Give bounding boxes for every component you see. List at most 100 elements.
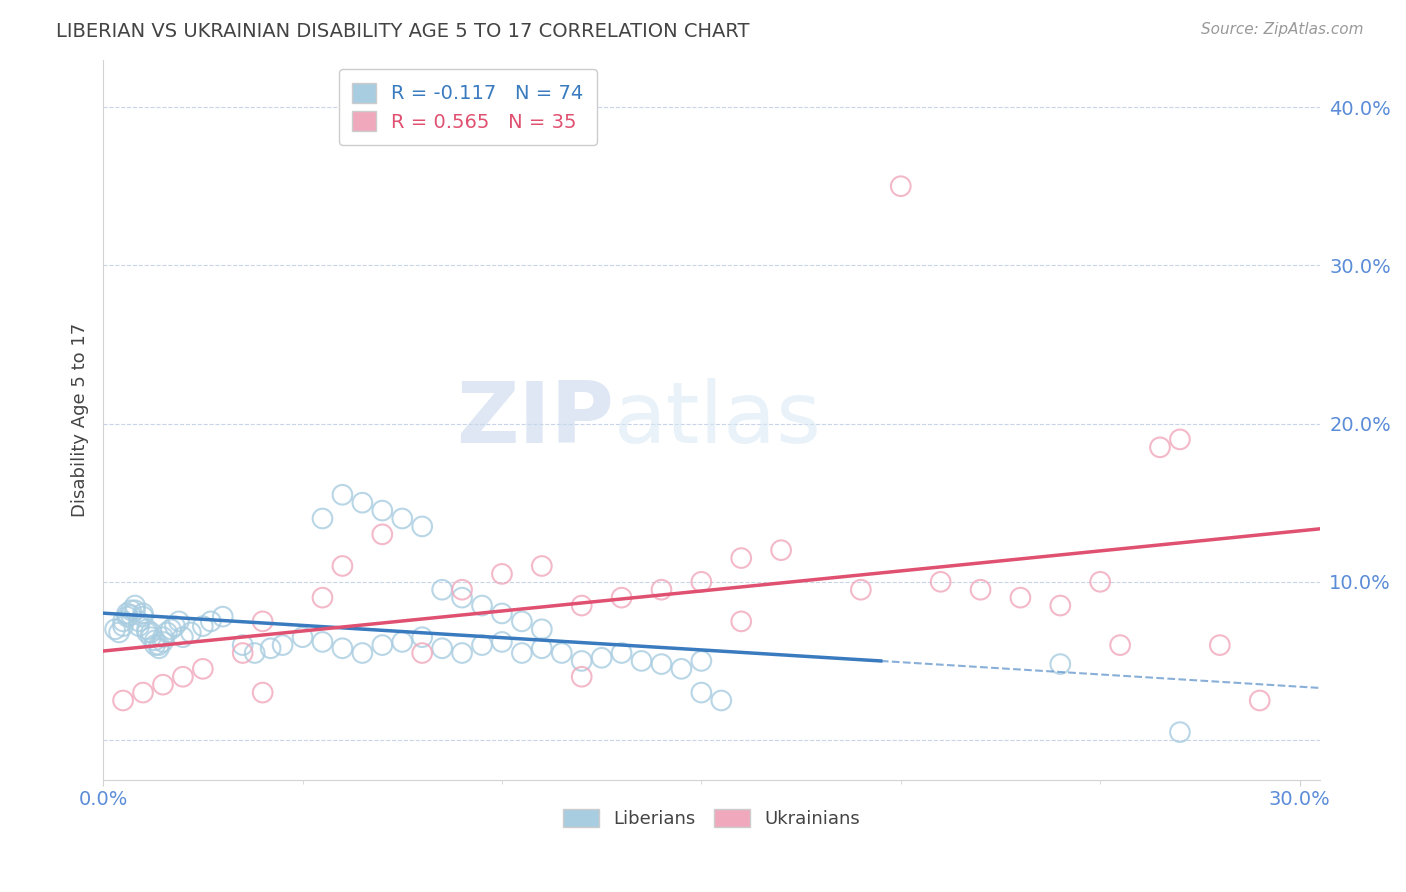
Point — [551, 646, 574, 660]
Point — [1088, 574, 1111, 589]
Point — [163, 619, 186, 633]
Point — [352, 496, 374, 510]
Point — [152, 678, 174, 692]
Point — [371, 527, 394, 541]
Point — [132, 607, 155, 621]
Point — [311, 511, 333, 525]
Point — [332, 641, 354, 656]
Point — [1049, 657, 1071, 671]
Point — [232, 638, 254, 652]
Point — [132, 685, 155, 699]
Point — [152, 635, 174, 649]
Point — [124, 603, 146, 617]
Point — [650, 582, 672, 597]
Text: atlas: atlas — [614, 378, 823, 461]
Point — [115, 609, 138, 624]
Point — [152, 630, 174, 644]
Point — [530, 622, 553, 636]
Point — [451, 591, 474, 605]
Point — [120, 603, 142, 617]
Point — [1149, 440, 1171, 454]
Point — [259, 641, 281, 656]
Point — [1209, 638, 1232, 652]
Point — [391, 511, 413, 525]
Point — [128, 615, 150, 629]
Point — [451, 582, 474, 597]
Point — [311, 591, 333, 605]
Point — [200, 615, 222, 629]
Point — [491, 566, 513, 581]
Point — [671, 662, 693, 676]
Point — [411, 519, 433, 533]
Point — [128, 619, 150, 633]
Point — [148, 638, 170, 652]
Point — [1168, 725, 1191, 739]
Point — [291, 630, 314, 644]
Point — [591, 650, 613, 665]
Point — [530, 559, 553, 574]
Point — [124, 599, 146, 613]
Point — [243, 646, 266, 660]
Point — [271, 638, 294, 652]
Point — [148, 641, 170, 656]
Point — [180, 625, 202, 640]
Point — [730, 615, 752, 629]
Point — [112, 615, 135, 629]
Point — [332, 488, 354, 502]
Point — [730, 551, 752, 566]
Point — [969, 582, 991, 597]
Point — [371, 638, 394, 652]
Point — [849, 582, 872, 597]
Point — [710, 693, 733, 707]
Point — [1010, 591, 1032, 605]
Point — [1109, 638, 1132, 652]
Point — [510, 646, 533, 660]
Point — [430, 641, 453, 656]
Point — [143, 633, 166, 648]
Point — [471, 638, 494, 652]
Point — [1168, 433, 1191, 447]
Point — [571, 599, 593, 613]
Point — [172, 630, 194, 644]
Point — [143, 638, 166, 652]
Point — [430, 582, 453, 597]
Point — [104, 622, 127, 636]
Point — [252, 615, 274, 629]
Point — [690, 574, 713, 589]
Point — [929, 574, 952, 589]
Point — [491, 635, 513, 649]
Point — [120, 608, 142, 623]
Point — [1049, 599, 1071, 613]
Point — [112, 619, 135, 633]
Point — [139, 625, 162, 640]
Point — [136, 625, 159, 640]
Text: LIBERIAN VS UKRAINIAN DISABILITY AGE 5 TO 17 CORRELATION CHART: LIBERIAN VS UKRAINIAN DISABILITY AGE 5 T… — [56, 22, 749, 41]
Point — [650, 657, 672, 671]
Point — [136, 622, 159, 636]
Legend: Liberians, Ukrainians: Liberians, Ukrainians — [555, 802, 868, 836]
Point — [311, 635, 333, 649]
Point — [630, 654, 652, 668]
Point — [211, 609, 233, 624]
Point — [411, 646, 433, 660]
Point — [690, 685, 713, 699]
Point — [471, 599, 494, 613]
Point — [139, 630, 162, 644]
Point — [352, 646, 374, 660]
Point — [391, 635, 413, 649]
Point — [1249, 693, 1271, 707]
Point — [172, 670, 194, 684]
Point — [510, 615, 533, 629]
Text: ZIP: ZIP — [457, 378, 614, 461]
Point — [115, 607, 138, 621]
Point — [252, 685, 274, 699]
Text: Source: ZipAtlas.com: Source: ZipAtlas.com — [1201, 22, 1364, 37]
Point — [571, 654, 593, 668]
Point — [890, 179, 912, 194]
Point — [191, 619, 214, 633]
Point — [232, 646, 254, 660]
Point — [451, 646, 474, 660]
Point — [571, 670, 593, 684]
Point — [160, 622, 183, 636]
Point — [610, 646, 633, 660]
